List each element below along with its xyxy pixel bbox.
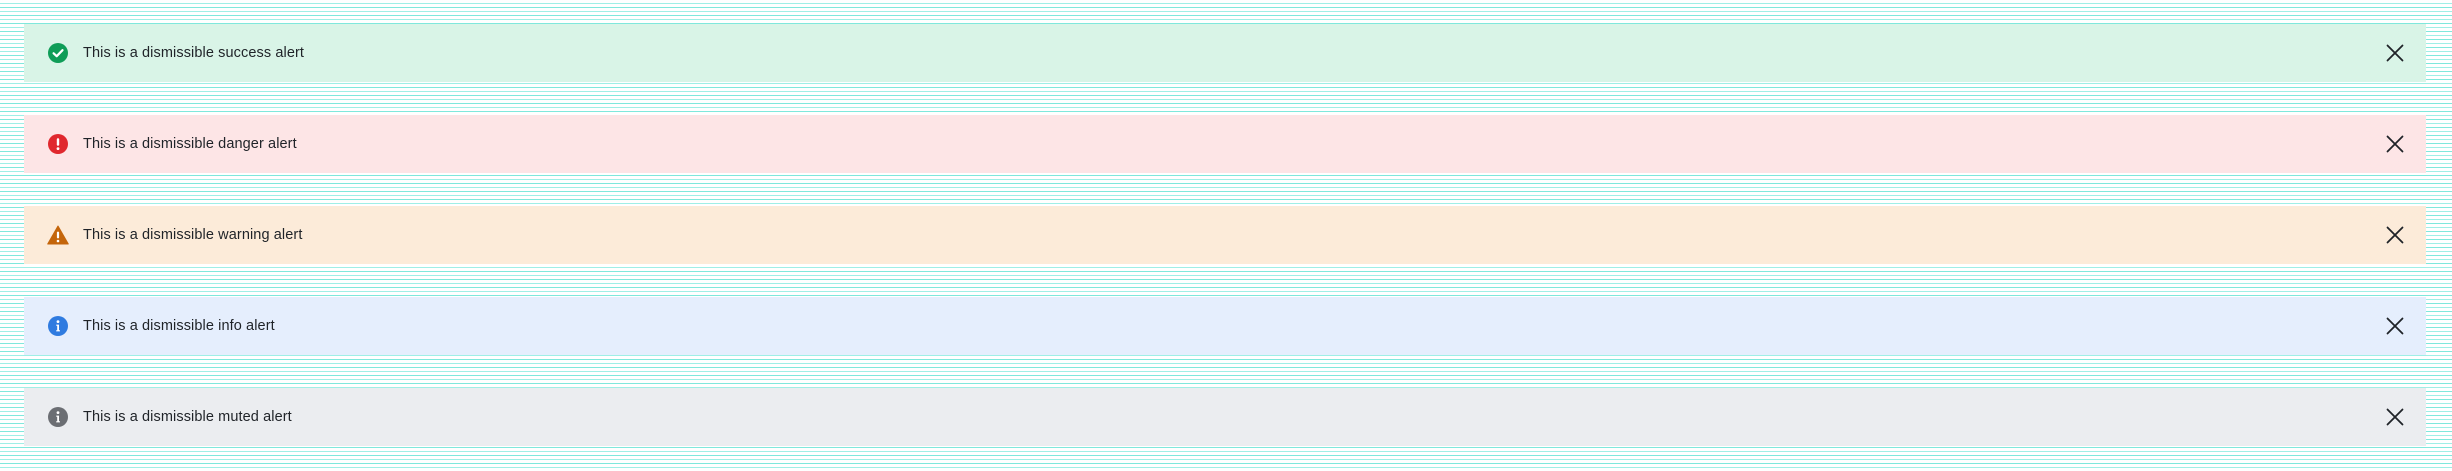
alert-info: This is a dismissible info alert: [24, 297, 2426, 355]
info-circle-icon: [47, 315, 69, 337]
alert-message: This is a dismissible warning alert: [83, 227, 303, 243]
alert-stack: This is a dismissible success alert This…: [24, 24, 2426, 446]
alert-message: This is a dismissible muted alert: [83, 409, 292, 425]
close-icon[interactable]: [2384, 42, 2406, 64]
close-icon[interactable]: [2384, 224, 2406, 246]
check-circle-icon: [47, 42, 69, 64]
close-icon[interactable]: [2384, 315, 2406, 337]
alert-success: This is a dismissible success alert: [24, 24, 2426, 82]
alert-warning: This is a dismissible warning alert: [24, 206, 2426, 264]
alert-message: This is a dismissible info alert: [83, 318, 275, 334]
close-icon[interactable]: [2384, 133, 2406, 155]
info-circle-icon: [47, 406, 69, 428]
alert-danger: This is a dismissible danger alert: [24, 115, 2426, 173]
close-icon[interactable]: [2384, 406, 2406, 428]
alert-message: This is a dismissible success alert: [83, 45, 305, 61]
warning-triangle-icon: [47, 224, 69, 246]
alert-message: This is a dismissible danger alert: [83, 136, 297, 152]
exclamation-circle-icon: [47, 133, 69, 155]
alert-muted: This is a dismissible muted alert: [24, 388, 2426, 446]
